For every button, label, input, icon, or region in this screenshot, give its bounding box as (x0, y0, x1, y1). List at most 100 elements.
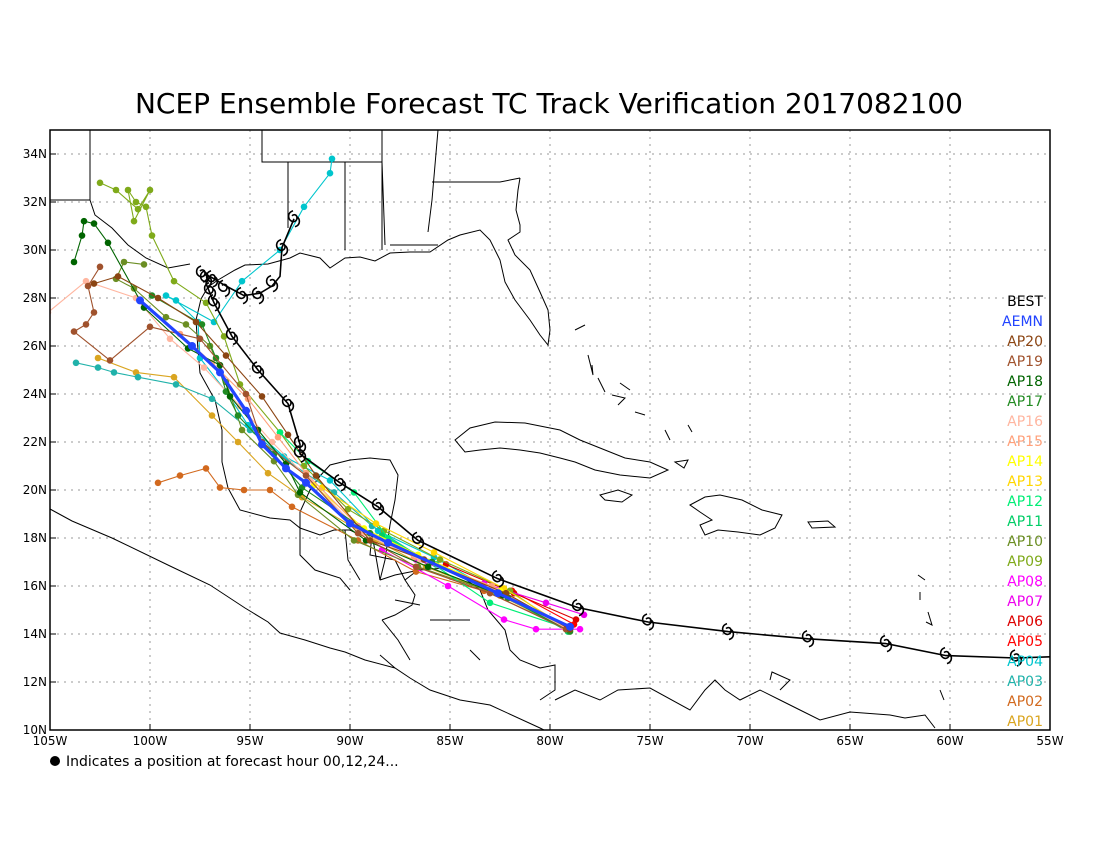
track-point (134, 205, 142, 213)
track-point (264, 469, 272, 477)
track-point (436, 556, 444, 563)
track-point (192, 318, 200, 326)
track-point (274, 433, 282, 441)
storm-symbol (293, 435, 307, 454)
track-point (296, 489, 304, 496)
track-ap08 (378, 546, 584, 633)
storm-symbol-path (281, 394, 295, 413)
track-point (90, 280, 98, 287)
coastline-south-america (554, 671, 936, 729)
legend-entry-ap15: AP15 (1007, 434, 1043, 450)
island-puerto-rico (807, 520, 837, 529)
x-tick-label: 65W (836, 734, 863, 748)
track-point (96, 179, 104, 187)
legend-entry-ap19: AP19 (1007, 354, 1043, 370)
storm-symbol-path (203, 282, 217, 300)
islands-bahamas (574, 324, 693, 469)
legend-entry-ap11: AP11 (1007, 514, 1043, 530)
storm-symbol-path (293, 435, 307, 454)
legend-entry-ap13: AP13 (1007, 474, 1043, 490)
track-point (236, 381, 244, 388)
storm-symbol (265, 274, 279, 293)
track-point (244, 421, 252, 429)
storm-symbol-path (879, 634, 893, 653)
track-point (258, 393, 266, 400)
legend-entry-ap14: AP14 (1007, 454, 1043, 470)
storm-symbol-path (225, 327, 239, 346)
track-point (72, 359, 80, 367)
storm-symbol-path (1009, 649, 1023, 667)
storm-symbol-path (721, 622, 735, 641)
track-point (162, 313, 170, 321)
storm-symbol-path (801, 630, 815, 648)
x-tick-label: 60W (936, 734, 963, 748)
storm-symbol-path (265, 274, 279, 293)
y-tick-label: 16N (23, 579, 47, 593)
track-point (112, 186, 120, 194)
track-point (70, 258, 78, 266)
track-point (146, 323, 154, 331)
track-point (576, 625, 584, 633)
track-point (222, 352, 230, 359)
track-point (424, 563, 432, 571)
storm-symbol (281, 394, 295, 413)
legend-entry-ap08: AP08 (1007, 574, 1043, 590)
track-point (374, 527, 382, 535)
storm-symbol (571, 598, 585, 617)
track-point (70, 328, 78, 335)
track-point (266, 486, 274, 494)
legend-entry-ap07: AP07 (1007, 594, 1043, 610)
track-point (346, 519, 354, 528)
x-tick-label: 55W (1036, 734, 1063, 748)
track-point (238, 426, 246, 434)
track-point (146, 186, 154, 194)
track-point (216, 368, 224, 377)
x-tick-label: 95W (236, 734, 263, 748)
storm-symbol (251, 361, 265, 379)
legend: BEST AEMN AP20 AP19 AP18 AP17 AP16 AP15 AP14 AP13… (1002, 294, 1043, 730)
storm-symbol (801, 630, 815, 648)
legend-entry-ap20: AP20 (1007, 334, 1043, 350)
track-point (412, 563, 420, 571)
track-point (350, 537, 358, 544)
track-point (282, 464, 290, 473)
track-point (110, 369, 118, 376)
x-tick-label: 75W (636, 734, 663, 748)
track-point (104, 239, 112, 247)
track-point (302, 472, 310, 479)
track-point (90, 220, 98, 227)
island-cuba (454, 421, 670, 479)
storm-symbol-path (205, 270, 219, 288)
legend-entry-ap09: AP09 (1007, 554, 1043, 570)
storm-symbol-path (371, 498, 385, 516)
track-point (302, 478, 310, 487)
storm-symbol-path (333, 474, 347, 492)
track-point (172, 297, 180, 304)
track-point (94, 364, 102, 371)
storm-symbol-path (275, 238, 289, 257)
track-point (148, 232, 156, 239)
y-tick-label: 12N (23, 675, 47, 689)
track-ap19 (70, 263, 570, 633)
x-tick-label: 70W (736, 734, 763, 748)
storm-symbol (217, 279, 231, 298)
x-tick-label: 85W (436, 734, 463, 748)
legend-entry-ap04: AP04 (1007, 654, 1043, 670)
track-point (494, 589, 502, 598)
track-point (94, 354, 102, 362)
track-point (268, 438, 276, 446)
footnote: Indicates a position at forecast hour 00… (66, 754, 399, 770)
track-point (84, 282, 92, 290)
storm-symbol (235, 286, 249, 305)
track-point (142, 203, 150, 211)
legend-entry-best: BEST (1007, 294, 1043, 310)
track-point (130, 217, 138, 225)
track-point (258, 440, 266, 449)
legend-entry-aemn: AEMN (1002, 314, 1043, 330)
legend-entry-ap01: AP01 (1007, 714, 1043, 730)
track-point (202, 299, 210, 307)
track-point (384, 538, 392, 547)
best-track-line (205, 218, 1050, 659)
y-tick-label: 30N (23, 243, 47, 257)
legend-entry-ap17: AP17 (1007, 394, 1043, 410)
